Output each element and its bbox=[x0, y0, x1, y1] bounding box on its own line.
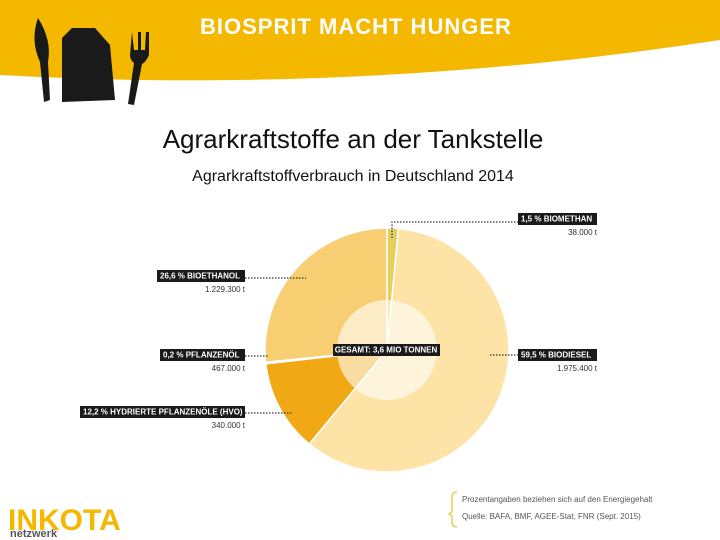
leader-line bbox=[391, 221, 518, 238]
category-label: PFLANZENÖL bbox=[186, 351, 240, 360]
footnote-bracket bbox=[447, 491, 458, 528]
value-label: 0,2 % bbox=[163, 351, 183, 360]
label-box bbox=[157, 270, 245, 282]
amount-label: 1.229.300 t bbox=[205, 285, 246, 294]
chart-title: Agrarkraftstoffe an der Tankstelle bbox=[163, 124, 544, 154]
label-box bbox=[518, 213, 597, 225]
label-box bbox=[80, 406, 245, 418]
logo-sub: netzwerk bbox=[10, 528, 58, 540]
amount-label: 340.000 t bbox=[212, 421, 246, 430]
slice-label: 12,2 % HYDRIERTE PFLANZENÖLE (HVO) bbox=[83, 408, 243, 417]
amount-label: 467.000 t bbox=[212, 364, 246, 373]
labels: GESAMT: 3,6 MIO TONNEN 1,5 % BIOMETHAN 38.… bbox=[80, 213, 598, 430]
category-label: BIODIESEL bbox=[548, 351, 591, 360]
logo: INKOTA bbox=[8, 504, 121, 537]
footnote: Prozentangaben beziehen sich auf den Ene… bbox=[462, 495, 653, 504]
footnote: Quelle: BAFA, BMF, AGEE-Stat, FNR (Sept.… bbox=[462, 512, 641, 521]
value-label: 59,5 % bbox=[521, 351, 546, 360]
value-label: 1,5 % bbox=[521, 215, 541, 224]
header-band bbox=[0, 0, 720, 81]
center-label: GESAMT: 3,6 MIO TONNEN bbox=[335, 346, 438, 355]
amount-label: 1.975.400 t bbox=[557, 364, 598, 373]
value-label: 12,2 % bbox=[83, 408, 108, 417]
slice-label: 0,2 % PFLANZENÖL bbox=[163, 351, 240, 360]
header-title: BIOSPRIT MACHT HUNGER bbox=[200, 14, 512, 39]
header-icon bbox=[34, 18, 149, 105]
value-label: 26,6 % bbox=[160, 272, 185, 281]
slice-label: 59,5 % BIODIESEL bbox=[521, 351, 591, 360]
center-label-box bbox=[333, 344, 440, 356]
slice-label: 26,6 % BIOETHANOL bbox=[160, 272, 240, 281]
category-label: HYDRIERTE PFLANZENÖLE (HVO) bbox=[110, 408, 243, 417]
label-box bbox=[160, 349, 245, 361]
category-label: BIOMETHAN bbox=[544, 215, 593, 224]
chart-subtitle: Agrarkraftstoffverbrauch in Deutschland … bbox=[192, 168, 514, 185]
label-box bbox=[518, 349, 597, 361]
category-label: BIOETHANOL bbox=[187, 272, 240, 281]
amount-label: 38.000 t bbox=[568, 228, 598, 237]
slice-label: 1,5 % BIOMETHAN bbox=[521, 215, 592, 224]
